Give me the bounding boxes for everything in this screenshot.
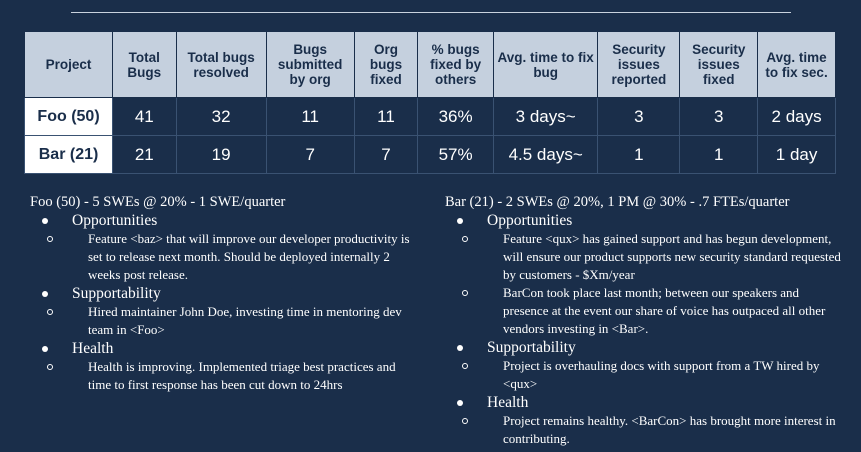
list-item: Feature <baz> that will improve our deve… <box>30 230 410 284</box>
sub-list: Feature <baz> that will improve our deve… <box>30 230 410 284</box>
item-text: Project is overhauling docs with support… <box>503 358 820 391</box>
item-text: BarCon took place last month; between ou… <box>503 285 826 336</box>
list-item: Supportability <box>445 338 845 357</box>
col-header-pct-fixed-others: % bugs fixed by others <box>417 31 494 98</box>
table-row: Bar (21) 21 19 7 7 57% 4.5 days~ 1 1 1 d… <box>23 135 836 174</box>
table-cell: 57% <box>417 135 494 174</box>
table-cell: 11 <box>353 97 419 136</box>
list-item: Feature <qux> has gained support and has… <box>445 230 845 284</box>
col-header-org-fixed: Org bugs fixed <box>353 31 419 98</box>
table-cell: 32 <box>175 97 267 136</box>
top-divider <box>71 12 791 13</box>
row-project-name: Bar (21) <box>23 135 114 174</box>
table-cell: 3 days~ <box>492 97 599 136</box>
hollow-bullet-icon <box>462 290 468 296</box>
table-cell: 3 <box>679 97 759 136</box>
foo-section-list: Opportunities Feature <baz> that will im… <box>30 211 410 394</box>
table-cell: 7 <box>265 135 355 174</box>
table-cell: 19 <box>175 135 267 174</box>
list-item: Hired maintainer John Doe, investing tim… <box>30 303 410 339</box>
item-text: Feature <qux> has gained support and has… <box>503 231 841 282</box>
list-item: BarCon took place last month; between ou… <box>445 284 845 338</box>
table-cell: 7 <box>353 135 419 174</box>
list-item: Supportability <box>30 284 410 303</box>
list-item: Opportunities <box>445 211 845 230</box>
table-cell: 1 <box>679 135 759 174</box>
item-text: Project remains healthy. <BarCon> has br… <box>503 413 836 446</box>
hollow-bullet-icon <box>462 236 468 242</box>
row-project-name: Foo (50) <box>23 97 114 136</box>
table-header-row: Project Total Bugs Total bugs resolved B… <box>23 31 836 98</box>
bar-heading: Bar (21) - 2 SWEs @ 20%, 1 PM @ 30% - .7… <box>445 194 790 210</box>
sub-list: Project is overhauling docs with support… <box>445 357 845 393</box>
hollow-bullet-icon <box>47 364 53 370</box>
list-item: Health <box>30 339 410 358</box>
foo-summary: Foo (50) - 5 SWEs @ 20% - 1 SWE/quarter … <box>30 193 410 394</box>
section-title: Health <box>487 394 529 411</box>
table-cell: 2 days <box>757 97 836 136</box>
col-header-total-bugs: Total Bugs <box>112 31 177 98</box>
list-item: Project remains healthy. <BarCon> has br… <box>445 412 845 448</box>
hollow-bullet-icon <box>462 363 468 369</box>
col-header-total-resolved: Total bugs resolved <box>175 31 267 98</box>
sub-list: Hired maintainer John Doe, investing tim… <box>30 303 410 339</box>
col-header-bugs-submitted: Bugs submitted by org <box>265 31 355 98</box>
project-metrics-table: Project Total Bugs Total bugs resolved B… <box>23 31 836 174</box>
table-cell: 11 <box>265 97 355 136</box>
hollow-bullet-icon <box>47 236 53 242</box>
table-cell: 41 <box>112 97 177 136</box>
list-item: Health <box>445 393 845 412</box>
section-title: Opportunities <box>72 212 158 229</box>
col-header-sec-fixed: Security issues fixed <box>679 31 759 98</box>
section-title: Supportability <box>487 339 576 356</box>
col-header-sec-reported: Security issues reported <box>597 31 681 98</box>
sub-list: Feature <qux> has gained support and has… <box>445 230 845 338</box>
list-item: Project is overhauling docs with support… <box>445 357 845 393</box>
item-text: Feature <baz> that will improve our deve… <box>88 231 410 282</box>
bullet-icon <box>457 218 463 224</box>
item-text: Health is improving. Implemented triage … <box>88 359 396 392</box>
section-title: Health <box>72 340 114 357</box>
col-header-avg-sec-fix: Avg. time to fix sec. <box>757 31 836 98</box>
table-cell: 1 day <box>757 135 836 174</box>
table-cell: 36% <box>417 97 494 136</box>
sub-list: Health is improving. Implemented triage … <box>30 358 410 394</box>
table-cell: 4.5 days~ <box>492 135 599 174</box>
bullet-icon <box>42 291 48 297</box>
bullet-icon <box>42 218 48 224</box>
list-item: Health is improving. Implemented triage … <box>30 358 410 394</box>
col-header-project: Project <box>23 31 114 98</box>
bar-section-list: Opportunities Feature <qux> has gained s… <box>445 211 845 448</box>
bullet-icon <box>457 345 463 351</box>
hollow-bullet-icon <box>462 418 468 424</box>
bullet-icon <box>42 346 48 352</box>
foo-heading: Foo (50) - 5 SWEs @ 20% - 1 SWE/quarter <box>30 194 286 210</box>
hollow-bullet-icon <box>47 309 53 315</box>
col-header-avg-fix-time: Avg. time to fix bug <box>492 31 599 98</box>
table-cell: 21 <box>112 135 177 174</box>
item-text: Hired maintainer John Doe, investing tim… <box>88 304 402 337</box>
table-cell: 3 <box>597 97 681 136</box>
bar-summary: Bar (21) - 2 SWEs @ 20%, 1 PM @ 30% - .7… <box>445 193 845 448</box>
sub-list: Project remains healthy. <BarCon> has br… <box>445 412 845 448</box>
table-cell: 1 <box>597 135 681 174</box>
bullet-icon <box>457 400 463 406</box>
list-item: Opportunities <box>30 211 410 230</box>
section-title: Supportability <box>72 285 161 302</box>
table-row: Foo (50) 41 32 11 11 36% 3 days~ 3 3 2 d… <box>23 97 836 136</box>
section-title: Opportunities <box>487 212 573 229</box>
